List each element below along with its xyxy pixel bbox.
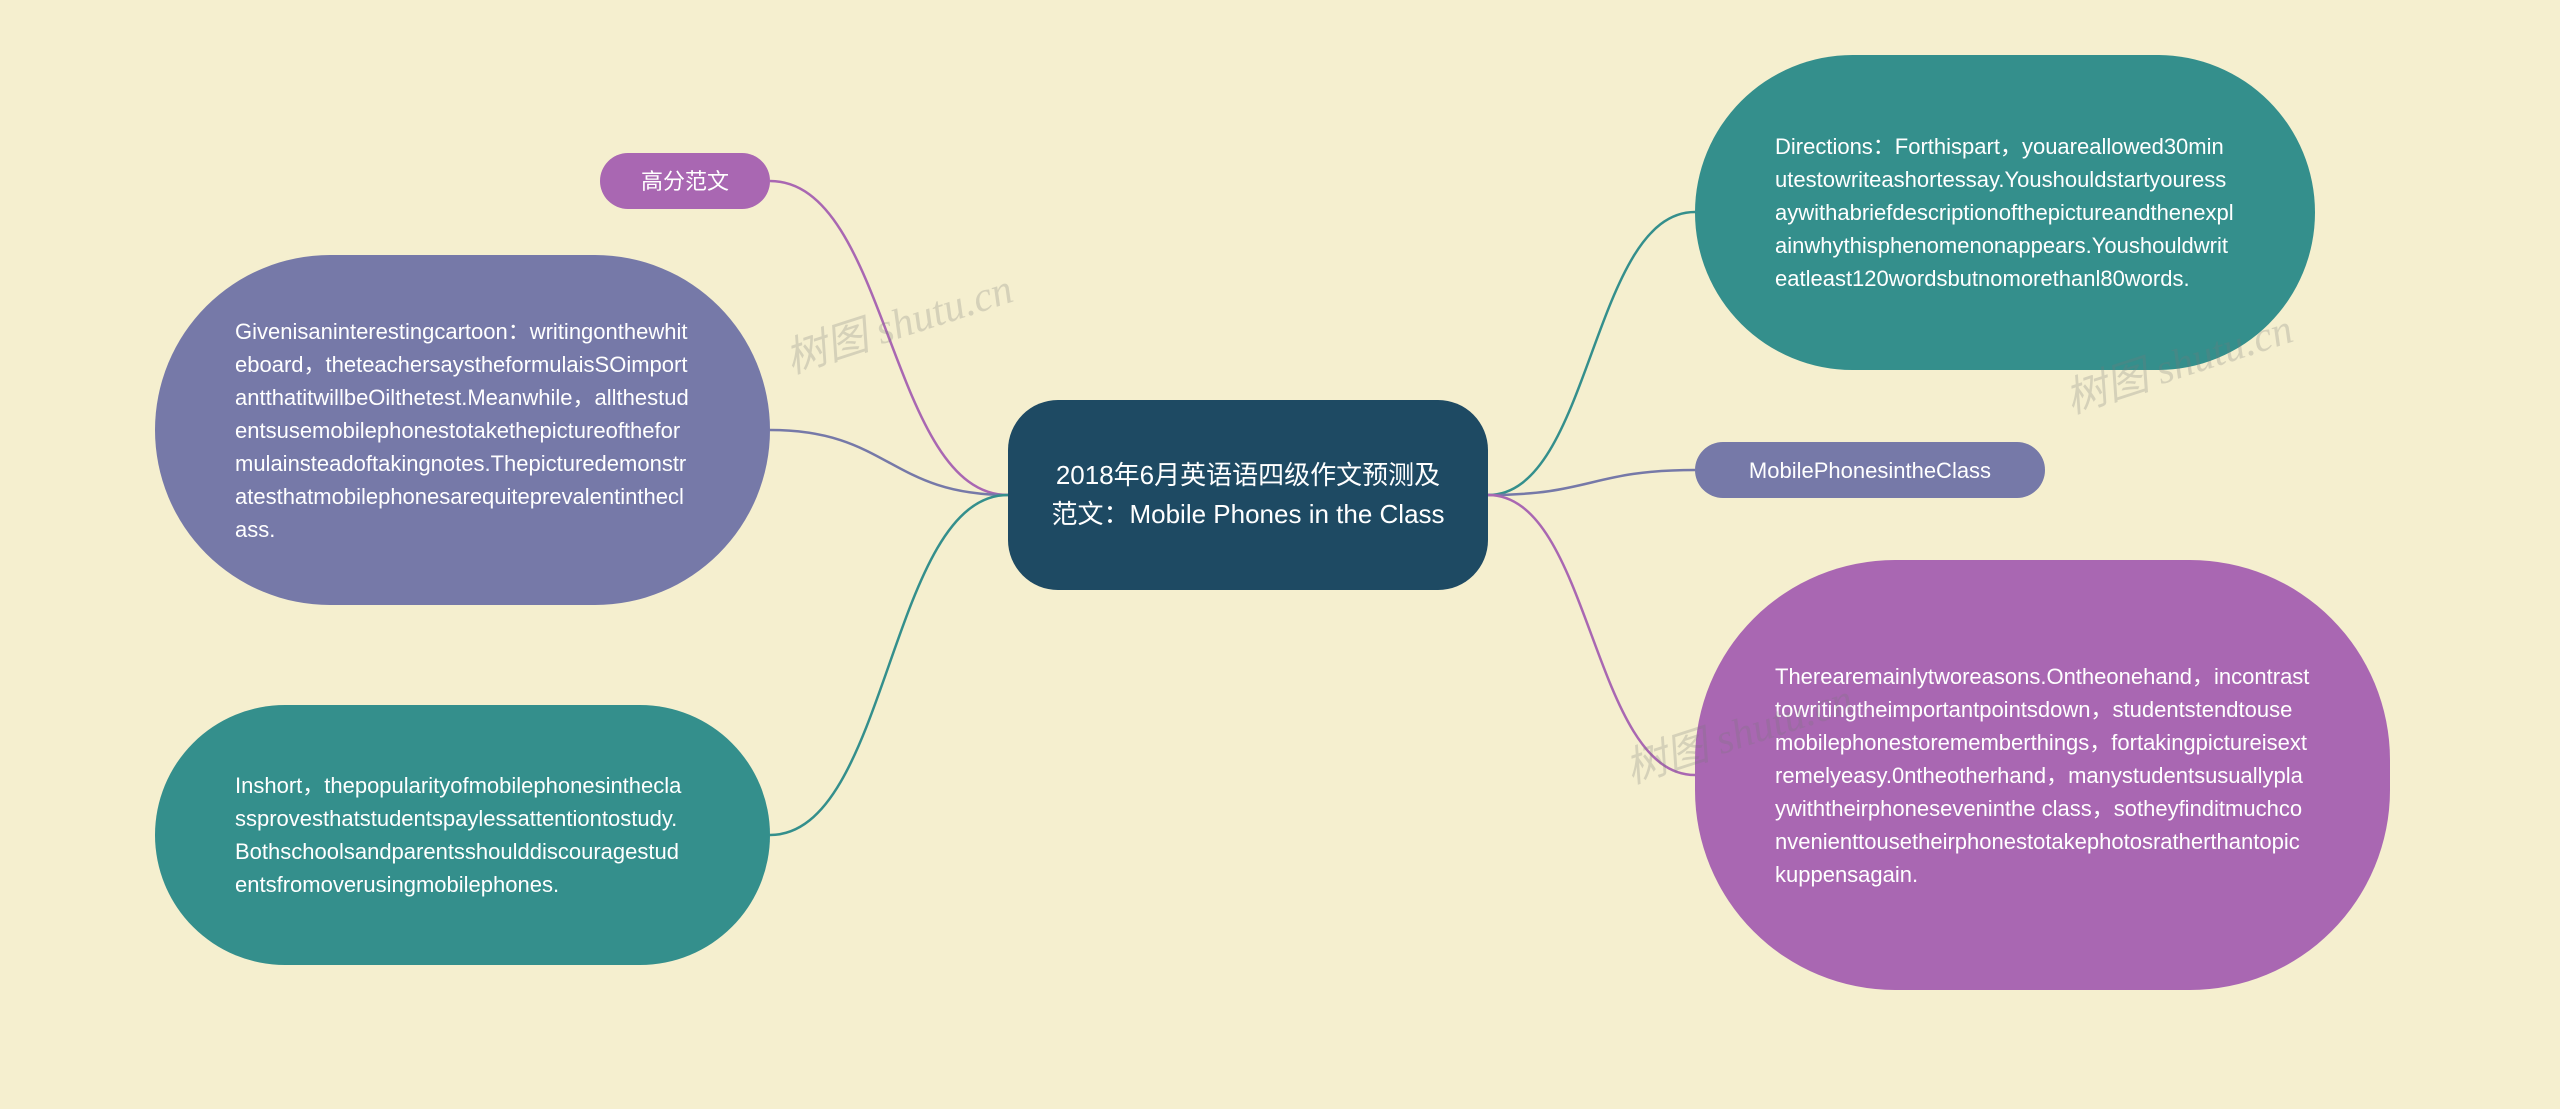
mindmap-canvas: 2018年6月英语语四级作文预测及范文：Mobile Phones in the… [0,0,2560,1109]
node-top-right-big-label: Directions：Forthispart，youareallowed30mi… [1775,130,2235,295]
node-mid-left-big-label: Givenisaninterestingcartoon：writingonthe… [235,315,690,546]
node-top-left-small: 高分范文 [600,153,770,209]
node-mid-left-big: Givenisaninterestingcartoon：writingonthe… [155,255,770,605]
center-node-label: 2018年6月英语语四级作文预测及范文：Mobile Phones in the… [1048,456,1448,534]
node-bot-right-big-label: Therearemainlytworeasons.Ontheonehand，in… [1775,660,2310,891]
node-bot-left-big: Inshort，thepopularityofmobilephonesinthe… [155,705,770,965]
center-node: 2018年6月英语语四级作文预测及范文：Mobile Phones in the… [1008,400,1488,590]
node-bot-left-big-label: Inshort，thepopularityofmobilephonesinthe… [235,769,690,901]
node-mid-right-small: MobilePhonesintheClass [1695,442,2045,498]
node-top-right-big: Directions：Forthispart，youareallowed30mi… [1695,55,2315,370]
watermark: 树图 shutu.cn [776,255,1019,386]
node-bot-right-big: Therearemainlytworeasons.Ontheonehand，in… [1695,560,2390,990]
node-top-left-small-label: 高分范文 [641,165,729,198]
node-mid-right-small-label: MobilePhonesintheClass [1749,454,1991,487]
